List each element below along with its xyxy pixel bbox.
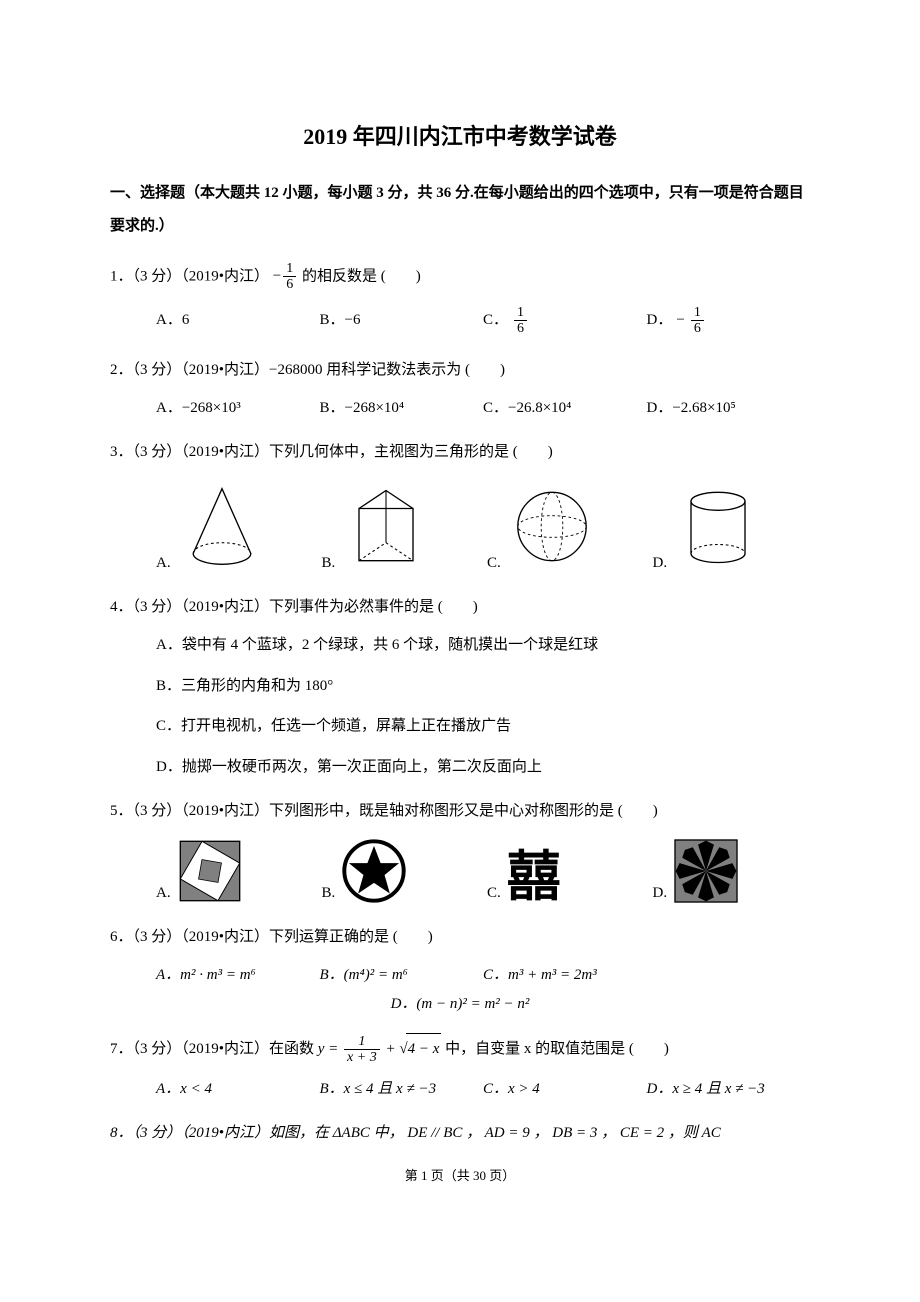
q2-option-d: D．−2.68×10⁵ [647,397,811,420]
question-4: 4．（3 分）（2019•内江）下列事件为必然事件的是 ( ) A．袋中有 4 … [110,592,810,778]
q3-option-a: A. [156,479,314,574]
q1-stem-pre: 1．（3 分）（2019•内江） [110,268,269,284]
q5-option-c: C. 囍 [487,850,645,904]
q3-stem: 3．（3 分）（2019•内江）下列几何体中，主视图为三角形的是 ( ) [110,437,810,467]
question-7: 7．（3 分）（2019•内江）在函数 y = 1x + 3 + √4 − x … [110,1033,810,1100]
q7-option-b: B．x ≤ 4 且 x ≠ −3 [320,1078,484,1101]
q3-options: A. B. C. D. [110,479,810,574]
q1-option-c: C． 16 [483,305,647,337]
double-happiness-icon: 囍 [507,850,561,904]
q2-option-b: B．−268×10⁴ [320,397,484,420]
q5-option-d: D. [653,838,811,904]
q6-option-b: B．(m⁴)² = m⁶ [320,964,484,987]
q3-option-c: C. [487,479,645,574]
q1-option-a: A．6 [156,309,320,332]
pinwheel-square-icon [177,838,243,904]
q1-optD-frac: 16 [691,305,704,337]
q5-option-a: A. [156,838,314,904]
q4-option-b: B．三角形的内角和为 180° [156,675,810,698]
q2-stem: 2．（3 分）（2019•内江）−268000 用科学记数法表示为 ( ) [110,355,810,385]
q8-stem: 8．（3 分）（2019•内江）如图，在 ΔABC 中， DE // BC ， … [110,1118,810,1148]
q3-C-label: C. [487,552,501,575]
section-1-heading: 一、选择题（本大题共 12 小题，每小题 3 分，共 36 分.在每小题给出的四… [110,177,810,243]
cone-icon [177,479,267,574]
q6-options-row1: A．m² · m³ = m⁶ B．(m⁴)² = m⁶ C．m³ + m³ = … [110,964,810,987]
q6-options-row2: D．(m − n)² = m² − n² [110,993,810,1016]
q1-option-b: B．−6 [320,309,484,332]
eight-petal-icon [673,838,739,904]
question-3: 3．（3 分）（2019•内江）下列几何体中，主视图为三角形的是 ( ) A. … [110,437,810,574]
question-1: 1．（3 分）（2019•内江） −16 的相反数是 ( ) A．6 B．−6 … [110,261,810,337]
q1-optD-label: D． [647,309,673,332]
q3-B-label: B. [322,552,336,575]
question-2: 2．（3 分）（2019•内江）−268000 用科学记数法表示为 ( ) A．… [110,355,810,420]
q7-stem-post: 中，自变量 x 的取值范围是 ( ) [445,1041,669,1057]
q4-stem: 4．（3 分）（2019•内江）下列事件为必然事件的是 ( ) [110,592,810,622]
sphere-icon [507,479,597,574]
q1-optA-label: A．6 [156,309,189,332]
q5-C-label: C. [487,882,501,905]
q1-options: A．6 B．−6 C． 16 D．−16 [110,305,810,337]
question-6: 6．（3 分）（2019•内江）下列运算正确的是 ( ) A．m² · m³ =… [110,922,810,1015]
q4-option-c: C．打开电视机，任选一个频道，屏幕上正在播放广告 [156,715,810,738]
q4-option-a: A．袋中有 4 个蓝球，2 个绿球，共 6 个球，随机摸出一个球是红球 [156,634,810,657]
q6-stem: 6．（3 分）（2019•内江）下列运算正确的是 ( ) [110,922,810,952]
q1-optC-frac: 16 [514,305,527,337]
q2-options: A．−268×10³ B．−268×10⁴ C．−26.8×10⁴ D．−2.6… [110,397,810,420]
q5-stem: 5．（3 分）（2019•内江）下列图形中，既是轴对称图形又是中心对称图形的是 … [110,796,810,826]
q1-option-d: D．−16 [647,305,811,337]
q1-stem: 1．（3 分）（2019•内江） −16 的相反数是 ( ) [110,261,810,293]
q4-option-d: D．抛掷一枚硬币两次，第一次正面向上，第二次反面向上 [156,756,810,779]
q5-B-label: B. [322,882,336,905]
triangular-prism-icon [341,479,431,574]
q7-stem-pre: 7．（3 分）（2019•内江）在函数 [110,1041,318,1057]
q3-option-b: B. [322,479,480,574]
q7-stem: 7．（3 分）（2019•内江）在函数 y = 1x + 3 + √4 − x … [110,1033,810,1065]
q6-option-a: A．m² · m³ = m⁶ [156,964,320,987]
q1-neg-frac: −16 [273,268,298,284]
q1-optC-label: C． [483,309,508,332]
q7-option-d: D．x ≥ 4 且 x ≠ −3 [647,1078,811,1101]
q6-option-c: C．m³ + m³ = 2m³ [483,964,647,987]
question-8: 8．（3 分）（2019•内江）如图，在 ΔABC 中， DE // BC ， … [110,1118,810,1148]
question-5: 5．（3 分）（2019•内江）下列图形中，既是轴对称图形又是中心对称图形的是 … [110,796,810,904]
q2-option-a: A．−268×10³ [156,397,320,420]
q1-optB-label: B．−6 [320,309,361,332]
q5-option-b: B. [322,838,480,904]
q7-option-a: A．x < 4 [156,1078,320,1101]
q5-D-label: D. [653,882,668,905]
q7-formula: y = 1x + 3 + √4 − x [318,1041,442,1057]
q3-D-label: D. [653,552,668,575]
q6-option-d: D．(m − n)² = m² − n² [391,993,530,1016]
star-in-circle-icon [341,838,407,904]
page-footer: 第 1 页（共 30 页） [110,1166,810,1186]
q2-option-c: C．−26.8×10⁴ [483,397,647,420]
q7-option-c: C．x > 4 [483,1078,647,1101]
cylinder-icon [673,479,763,574]
q1-stem-post: 的相反数是 ( ) [302,268,421,284]
q3-option-d: D. [653,479,811,574]
q3-A-label: A. [156,552,171,575]
q4-options: A．袋中有 4 个蓝球，2 个绿球，共 6 个球，随机摸出一个球是红球 B．三角… [110,634,810,778]
q7-options: A．x < 4 B．x ≤ 4 且 x ≠ −3 C．x > 4 D．x ≥ 4… [110,1078,810,1101]
q5-A-label: A. [156,882,171,905]
q5-options: A. B. C. 囍 D. [110,838,810,904]
exam-title: 2019 年四川内江市中考数学试卷 [110,120,810,153]
